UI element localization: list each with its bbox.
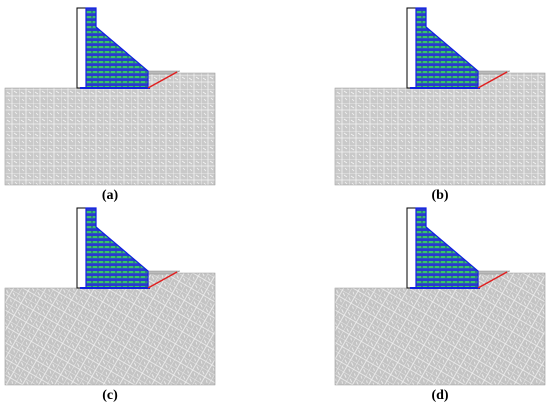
panel-label: (c) (102, 388, 118, 403)
dam (85, 207, 149, 289)
dam (415, 7, 479, 89)
crack (477, 271, 508, 289)
reservoir (406, 207, 417, 289)
panel-label: (d) (431, 388, 448, 403)
foundation (334, 272, 546, 386)
panel-label: (b) (431, 188, 448, 203)
crack (477, 71, 508, 89)
reservoir (406, 7, 417, 89)
dam (85, 7, 149, 89)
foundation (4, 272, 216, 386)
panel: (a) (4, 7, 216, 203)
panel: (d) (334, 207, 546, 403)
crack (147, 71, 178, 89)
foundation (4, 72, 216, 186)
panel-label: (a) (102, 188, 119, 203)
dam (415, 207, 479, 289)
crack (147, 271, 178, 289)
reservoir (76, 7, 87, 89)
panel: (b) (334, 7, 546, 203)
reservoir (76, 207, 87, 289)
foundation (334, 72, 546, 186)
panel: (c) (4, 207, 216, 403)
